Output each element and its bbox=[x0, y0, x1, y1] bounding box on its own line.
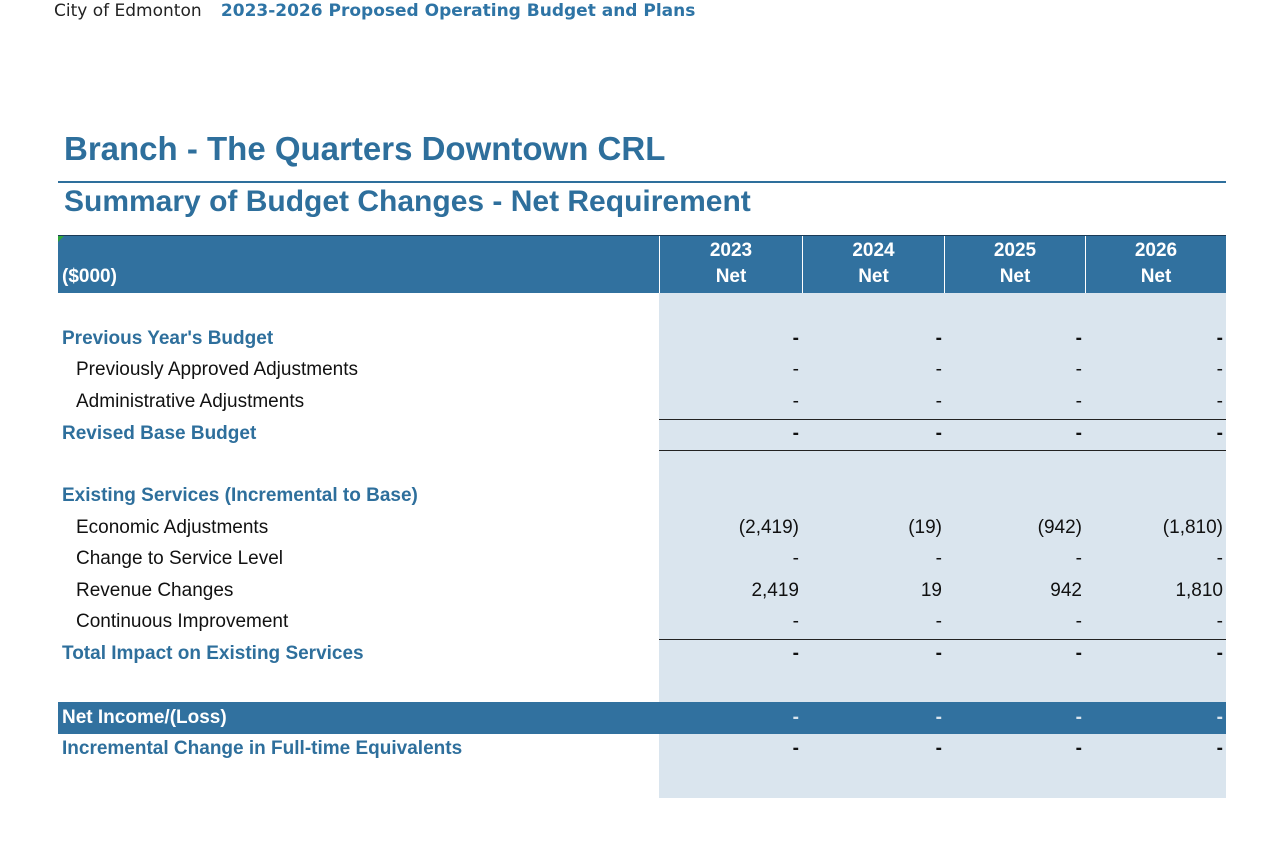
value-2025: - bbox=[1075, 548, 1082, 569]
value-2026: - bbox=[1216, 423, 1223, 444]
value-2023: - bbox=[792, 611, 799, 632]
branch-title: Branch - The Quarters Downtown CRL bbox=[64, 130, 666, 167]
column-header-2023: 2023 Net bbox=[659, 236, 802, 293]
value-2023: 2,419 bbox=[751, 580, 799, 601]
value-2024: - bbox=[935, 707, 942, 728]
subtotal-rule bbox=[659, 639, 1226, 640]
value-2026: - bbox=[1216, 359, 1223, 380]
value-2025: - bbox=[1075, 707, 1082, 728]
table-row: Change to Service Level - - - - bbox=[58, 544, 1226, 574]
table-header: ($000) 2023 Net 2024 Net 2025 Net 2026 N… bbox=[58, 235, 1226, 293]
table-row: Continuous Improvement - - - - bbox=[58, 607, 1226, 637]
value-2023: - bbox=[792, 707, 799, 728]
row-label: Total Impact on Existing Services bbox=[62, 643, 364, 664]
value-2026: 1,810 bbox=[1175, 580, 1223, 601]
row-label: Revised Base Budget bbox=[62, 423, 257, 444]
value-2023: - bbox=[792, 548, 799, 569]
value-2026: - bbox=[1216, 548, 1223, 569]
value-2024: - bbox=[935, 359, 942, 380]
row-label: Revenue Changes bbox=[76, 580, 234, 601]
value-2024: - bbox=[935, 328, 942, 349]
table-row: Existing Services (Incremental to Base) bbox=[58, 481, 1226, 511]
section-title: Summary of Budget Changes - Net Requirem… bbox=[64, 185, 751, 218]
value-2026: - bbox=[1216, 707, 1223, 728]
column-header-2026: 2026 Net bbox=[1085, 236, 1226, 293]
value-2026: - bbox=[1216, 391, 1223, 412]
value-2026: (1,810) bbox=[1162, 517, 1223, 538]
subtotal-rule bbox=[659, 419, 1226, 420]
row-label: Change to Service Level bbox=[76, 548, 284, 569]
page-header: City of Edmonton 2023-2026 Proposed Oper… bbox=[54, 0, 695, 22]
value-2024: - bbox=[935, 548, 942, 569]
net-income-row: Net Income/(Loss) - - - - bbox=[58, 702, 1226, 734]
value-2023: - bbox=[792, 391, 799, 412]
value-2026: - bbox=[1216, 643, 1223, 664]
value-2025: - bbox=[1075, 391, 1082, 412]
value-2025: - bbox=[1075, 359, 1082, 380]
value-2023: - bbox=[792, 423, 799, 444]
value-2023: - bbox=[792, 359, 799, 380]
row-label: Previous Year's Budget bbox=[62, 328, 274, 349]
table-row: Revenue Changes 2,419 19 942 1,810 bbox=[58, 576, 1226, 606]
column-header-2024: 2024 Net bbox=[802, 236, 944, 293]
document-title: 2023-2026 Proposed Operating Budget and … bbox=[220, 1, 696, 21]
table-row: Total Impact on Existing Services - - - … bbox=[58, 639, 1226, 669]
value-2025: - bbox=[1075, 328, 1082, 349]
row-label: Net Income/(Loss) bbox=[62, 707, 227, 728]
value-2024: - bbox=[935, 611, 942, 632]
column-year: 2025 bbox=[993, 240, 1037, 261]
value-2024: (19) bbox=[908, 517, 942, 538]
row-label: Incremental Change in Full-time Equivale… bbox=[62, 738, 463, 759]
value-2026: - bbox=[1216, 611, 1223, 632]
table-row: Economic Adjustments (2,419) (19) (942) … bbox=[58, 513, 1226, 543]
column-sub: Net bbox=[715, 266, 747, 287]
column-sub: Net bbox=[1140, 266, 1172, 287]
value-2024: - bbox=[935, 643, 942, 664]
value-2023: - bbox=[792, 738, 799, 759]
value-2025: - bbox=[1075, 738, 1082, 759]
row-label: Previously Approved Adjustments bbox=[76, 359, 358, 380]
row-label: Administrative Adjustments bbox=[76, 391, 305, 412]
value-2023: - bbox=[792, 643, 799, 664]
row-label: Existing Services (Incremental to Base) bbox=[62, 485, 418, 506]
table-row: Previous Year's Budget - - - - bbox=[58, 324, 1226, 354]
unit-label: ($000) bbox=[62, 266, 117, 287]
value-2026: - bbox=[1216, 328, 1223, 349]
column-year: 2026 bbox=[1134, 240, 1178, 261]
column-year: 2024 bbox=[852, 240, 895, 261]
value-2024: 19 bbox=[920, 580, 942, 601]
total-rule bbox=[659, 450, 1226, 451]
value-2025: (942) bbox=[1037, 517, 1082, 538]
value-2024: - bbox=[935, 738, 942, 759]
column-sub: Net bbox=[999, 266, 1031, 287]
column-year: 2023 bbox=[709, 240, 753, 261]
row-label: Economic Adjustments bbox=[76, 517, 269, 538]
value-2025: - bbox=[1075, 611, 1082, 632]
table-row: Revised Base Budget - - - - bbox=[58, 419, 1226, 449]
value-2024: - bbox=[935, 391, 942, 412]
organization-name: City of Edmonton bbox=[54, 1, 202, 21]
column-sub: Net bbox=[858, 266, 889, 287]
value-2023: (2,419) bbox=[738, 517, 799, 538]
value-2025: - bbox=[1075, 423, 1082, 444]
title-divider bbox=[58, 181, 1226, 183]
value-2023: - bbox=[792, 328, 799, 349]
value-2025: - bbox=[1075, 643, 1082, 664]
cell-comment-marker bbox=[58, 236, 64, 242]
column-header-2025: 2025 Net bbox=[944, 236, 1085, 293]
value-2024: - bbox=[935, 423, 942, 444]
table-row: Administrative Adjustments - - - - bbox=[58, 387, 1226, 417]
budget-table: ($000) 2023 Net 2024 Net 2025 Net 2026 N… bbox=[58, 235, 1226, 798]
value-2026: - bbox=[1216, 738, 1223, 759]
table-row: Previously Approved Adjustments - - - - bbox=[58, 355, 1226, 385]
value-2025: 942 bbox=[1050, 580, 1082, 601]
row-label: Continuous Improvement bbox=[76, 611, 289, 632]
table-row: Incremental Change in Full-time Equivale… bbox=[58, 734, 1226, 764]
